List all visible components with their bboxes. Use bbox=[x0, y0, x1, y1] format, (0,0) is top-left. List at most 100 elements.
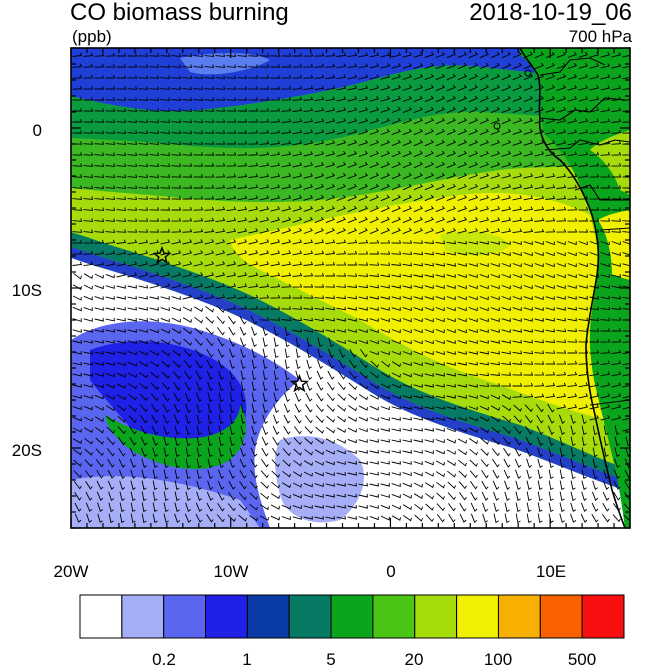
wind-barb bbox=[217, 502, 225, 512]
wind-barb bbox=[512, 393, 523, 398]
wind-barb bbox=[490, 84, 500, 92]
wind-barb bbox=[248, 97, 259, 101]
wind-barb bbox=[446, 117, 456, 125]
wind-barb bbox=[347, 96, 358, 102]
wind-barb bbox=[281, 504, 291, 510]
wind-barb bbox=[314, 205, 324, 212]
wind-barb bbox=[303, 184, 314, 190]
wind-barb bbox=[512, 139, 523, 146]
wind-barb bbox=[559, 436, 565, 447]
wind-barb bbox=[204, 152, 215, 156]
wind-barb bbox=[578, 96, 589, 102]
wind-barb bbox=[369, 150, 379, 158]
wind-barb bbox=[436, 503, 445, 512]
wind-barb bbox=[391, 351, 401, 356]
wind-barb bbox=[217, 327, 225, 336]
wind-barb bbox=[349, 360, 357, 369]
wind-barb bbox=[259, 75, 270, 79]
wind-barb bbox=[182, 97, 193, 101]
wind-barb bbox=[204, 75, 215, 79]
wind-barb bbox=[83, 361, 93, 366]
wind-barb bbox=[94, 130, 105, 134]
wind-barb bbox=[592, 458, 598, 469]
wind-barb bbox=[116, 75, 127, 79]
wind-barb bbox=[152, 502, 158, 513]
wind-barb bbox=[347, 161, 357, 168]
wind-barb bbox=[545, 350, 556, 354]
wind-barb bbox=[160, 64, 171, 68]
wind-barb bbox=[239, 458, 247, 468]
wind-barb bbox=[570, 491, 576, 502]
wind-barb bbox=[470, 481, 478, 490]
wind-barb bbox=[592, 447, 598, 458]
wind-barb bbox=[303, 250, 314, 256]
wind-barb bbox=[512, 339, 522, 344]
wind-barb bbox=[380, 307, 390, 311]
wind-barb bbox=[281, 261, 292, 267]
wind-barb bbox=[204, 97, 215, 101]
wind-barb bbox=[95, 448, 104, 457]
wind-barb bbox=[457, 307, 467, 312]
wind-barb bbox=[116, 372, 126, 378]
wind-barb bbox=[534, 361, 545, 365]
wind-barb bbox=[261, 425, 269, 435]
wind-barb bbox=[105, 229, 116, 233]
wind-barb bbox=[95, 437, 104, 445]
wind-barb bbox=[171, 130, 182, 134]
wind-barb bbox=[391, 493, 401, 499]
wind-barb bbox=[336, 74, 347, 80]
wind-barb bbox=[512, 95, 522, 103]
wind-barb bbox=[83, 295, 93, 301]
wind-barb bbox=[534, 162, 545, 168]
wind-barb bbox=[347, 150, 358, 157]
wind-barb bbox=[556, 285, 566, 290]
wind-barb bbox=[358, 216, 368, 224]
wind-barb bbox=[567, 371, 578, 376]
wind-barb bbox=[293, 459, 302, 467]
wind-barb bbox=[424, 62, 434, 69]
wind-barb bbox=[193, 184, 204, 189]
wind-barb bbox=[359, 371, 368, 379]
wind-barb bbox=[240, 436, 246, 447]
wind-barb bbox=[589, 63, 600, 69]
wind-barb bbox=[314, 52, 325, 57]
wind-barb bbox=[468, 416, 478, 422]
wind-barb bbox=[314, 515, 324, 520]
wind-barb bbox=[380, 417, 390, 421]
wind-barb bbox=[380, 251, 391, 255]
wind-barb bbox=[523, 184, 534, 190]
wind-barb bbox=[207, 480, 214, 491]
wind-barb bbox=[556, 96, 567, 102]
wind-barb bbox=[314, 151, 325, 157]
wind-barb bbox=[271, 470, 280, 478]
wind-barb bbox=[413, 95, 423, 103]
wind-barb bbox=[248, 184, 259, 190]
wind-barb bbox=[215, 294, 226, 300]
wind-barb bbox=[424, 307, 434, 312]
wind-barb bbox=[611, 218, 622, 222]
wind-barb bbox=[270, 317, 281, 321]
wind-barb bbox=[414, 503, 423, 511]
wind-barb bbox=[248, 129, 259, 134]
wind-barb bbox=[347, 239, 358, 244]
wind-barb bbox=[336, 461, 346, 465]
wind-barb bbox=[578, 85, 589, 91]
wind-barb bbox=[435, 372, 445, 377]
wind-barb bbox=[479, 285, 489, 290]
wind-barb bbox=[600, 285, 610, 289]
wind-barb bbox=[589, 52, 600, 58]
wind-barb bbox=[94, 97, 105, 101]
wind-barb bbox=[259, 228, 270, 234]
wind-barb bbox=[106, 437, 115, 446]
wind-barb bbox=[534, 318, 544, 322]
wind-barb bbox=[303, 261, 314, 266]
wind-barb bbox=[402, 150, 412, 158]
wind-barb bbox=[271, 459, 280, 468]
wind-barb bbox=[196, 425, 202, 436]
wind-barb bbox=[149, 229, 160, 233]
wind-barb bbox=[303, 239, 314, 245]
wind-barb bbox=[435, 251, 445, 256]
wind-barb bbox=[391, 472, 401, 476]
wind-barb bbox=[435, 405, 445, 410]
wind-barb bbox=[611, 349, 622, 354]
